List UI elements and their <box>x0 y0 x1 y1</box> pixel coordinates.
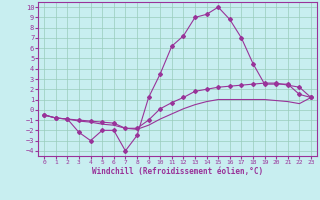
X-axis label: Windchill (Refroidissement éolien,°C): Windchill (Refroidissement éolien,°C) <box>92 167 263 176</box>
